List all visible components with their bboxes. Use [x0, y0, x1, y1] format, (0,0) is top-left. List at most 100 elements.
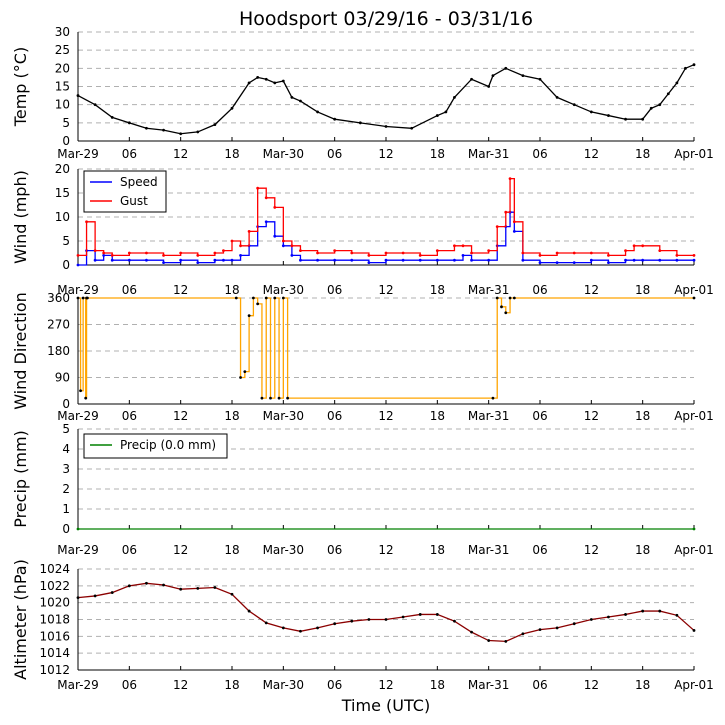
data-point — [333, 249, 337, 253]
x-tick-label: 06 — [327, 147, 342, 161]
y-tick-label: 270 — [47, 318, 70, 332]
data-point — [658, 103, 662, 107]
data-point — [572, 622, 576, 626]
y-axis-label: Wind Direction — [11, 292, 30, 410]
data-point — [145, 258, 148, 262]
data-point — [333, 117, 337, 121]
x-tick-label: Mar-29 — [57, 543, 98, 557]
data-point — [76, 254, 80, 257]
series-line — [78, 211, 694, 266]
x-tick-label: 18 — [430, 283, 445, 297]
data-point — [76, 527, 80, 531]
data-point — [269, 396, 272, 400]
data-point — [281, 79, 285, 83]
x-tick-label: 18 — [635, 678, 650, 692]
data-point — [247, 314, 251, 318]
data-point — [495, 225, 499, 229]
y-tick-label: 2 — [62, 482, 70, 496]
data-point — [93, 103, 97, 107]
data-point — [127, 251, 131, 255]
x-tick-label: 06 — [532, 283, 547, 297]
data-point — [572, 261, 576, 264]
x-tick-label: 12 — [173, 678, 188, 692]
data-point — [333, 258, 337, 262]
data-point — [658, 249, 662, 253]
data-point — [93, 258, 97, 262]
data-point — [299, 629, 302, 633]
data-point — [264, 220, 268, 224]
data-point — [264, 621, 268, 625]
data-point — [230, 592, 234, 596]
data-point — [418, 258, 422, 262]
data-point — [607, 261, 610, 264]
panel-altimeter: 1012 1014 1016 1018 1020 1022 1024 Mar-29 06 12 18… — [11, 559, 714, 692]
y-tick-label: 1018 — [39, 613, 70, 627]
data-point — [666, 92, 670, 96]
data-point — [110, 254, 114, 257]
data-point — [624, 613, 627, 616]
data-point — [641, 244, 645, 248]
data-point — [384, 618, 388, 621]
x-tick-label: 12 — [378, 147, 393, 161]
x-tick-label: 06 — [327, 678, 342, 692]
y-tick-label: 5 — [62, 234, 70, 248]
chart-title: Hoodsport 03/29/16 - 03/31/16 — [239, 8, 533, 30]
data-point — [589, 618, 593, 621]
legend-label: Precip (0.0 mm) — [120, 438, 216, 452]
x-tick-label: 18 — [430, 147, 445, 161]
x-tick-label: 12 — [584, 409, 599, 423]
data-point — [444, 110, 448, 114]
y-axis-label: Temp (°C) — [11, 47, 30, 127]
data-point — [230, 239, 234, 243]
data-point — [658, 258, 662, 262]
data-point — [504, 66, 508, 70]
x-tick-label: Apr-01 — [674, 678, 714, 692]
data-point — [247, 230, 251, 233]
x-tick-label: Mar-31 — [468, 283, 509, 297]
data-point — [76, 296, 80, 300]
data-point — [222, 258, 225, 262]
series-line — [78, 297, 694, 399]
x-tick-label: 06 — [122, 543, 137, 557]
data-point — [384, 251, 388, 255]
data-point — [435, 249, 439, 253]
data-point — [675, 613, 679, 617]
data-point — [213, 251, 217, 255]
x-tick-label: 06 — [327, 283, 342, 297]
data-point — [127, 258, 131, 262]
data-point — [264, 296, 268, 300]
data-point — [512, 296, 516, 300]
x-tick-label: 12 — [584, 678, 599, 692]
series-temp — [76, 63, 696, 136]
data-point — [247, 81, 251, 85]
data-point — [110, 591, 114, 594]
data-point — [251, 296, 255, 300]
data-point — [684, 66, 687, 70]
data-point — [491, 396, 495, 400]
data-point — [607, 114, 610, 117]
data-point — [316, 110, 319, 114]
data-point — [521, 74, 525, 77]
data-point — [290, 244, 294, 248]
data-point — [624, 249, 627, 253]
data-point — [81, 296, 85, 300]
series-line — [77, 64, 695, 135]
data-point — [281, 296, 285, 300]
x-tick-label: 12 — [378, 678, 393, 692]
data-point — [102, 254, 106, 257]
legend-label: Speed — [120, 175, 158, 189]
x-tick-label: 12 — [173, 147, 188, 161]
x-tick-label: 12 — [173, 409, 188, 423]
data-point — [658, 609, 662, 613]
x-tick-label: 06 — [532, 543, 547, 557]
data-point — [281, 626, 285, 630]
data-point — [500, 305, 503, 309]
data-point — [102, 251, 106, 255]
y-tick-label: 1 — [62, 502, 70, 516]
data-point — [196, 254, 200, 257]
data-point — [145, 581, 148, 585]
data-point — [692, 254, 696, 257]
data-point — [290, 254, 294, 257]
